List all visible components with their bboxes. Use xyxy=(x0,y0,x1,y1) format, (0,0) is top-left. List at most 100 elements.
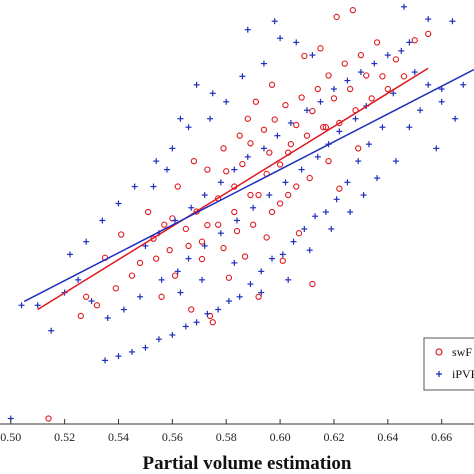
data-point-swf xyxy=(209,319,216,326)
data-point-swf xyxy=(144,208,152,216)
data-point-ipve xyxy=(250,204,257,211)
legend-label-ipve: iPVE xyxy=(452,367,474,381)
data-point-ipve xyxy=(314,153,321,160)
data-point-ipve xyxy=(115,353,122,360)
data-point-swf xyxy=(276,200,284,207)
data-point-swf xyxy=(225,274,233,281)
data-point-swf xyxy=(231,208,238,216)
legend-marker-swf xyxy=(435,348,443,356)
data-point-ipve xyxy=(328,225,335,232)
data-point-ipve xyxy=(266,192,273,199)
data-point-swf xyxy=(77,312,84,320)
data-point-ipve xyxy=(231,166,238,173)
data-point-ipve xyxy=(155,336,162,343)
data-point-ipve xyxy=(204,310,211,317)
data-point-ipve xyxy=(371,60,378,67)
data-point-swf xyxy=(247,140,254,147)
fit-lines xyxy=(23,67,474,311)
data-point-ipve xyxy=(169,145,176,152)
data-point-swf xyxy=(112,285,119,292)
data-point-ipve xyxy=(258,268,265,275)
data-point-swf xyxy=(301,52,308,60)
data-point-swf xyxy=(266,149,273,156)
data-point-swf xyxy=(136,259,144,267)
data-point-swf xyxy=(400,73,408,80)
data-point-ipve xyxy=(120,306,127,313)
data-point-ipve xyxy=(400,3,407,10)
data-point-swf xyxy=(198,255,206,263)
data-point-swf xyxy=(268,81,276,88)
data-point-ipve xyxy=(104,315,111,321)
data-point-ipve xyxy=(449,18,456,25)
data-point-swf xyxy=(188,306,195,313)
data-point-ipve xyxy=(460,81,467,88)
data-point-ipve xyxy=(433,145,440,152)
data-point-ipve xyxy=(234,217,240,224)
data-point-ipve xyxy=(258,289,265,296)
data-point-ipve xyxy=(293,39,300,46)
data-point-ipve xyxy=(336,128,343,135)
data-point-ipve xyxy=(188,204,195,211)
data-point-swf xyxy=(303,132,311,139)
data-point-ipve xyxy=(198,276,205,283)
data-point-swf xyxy=(384,85,391,93)
data-point-ipve xyxy=(244,26,251,33)
x-tick-label: 0.64 xyxy=(377,430,398,444)
data-point-ipve xyxy=(247,281,254,288)
data-point-ipve xyxy=(333,196,340,203)
data-point-swf xyxy=(268,208,276,216)
data-point-ipve xyxy=(406,39,413,46)
data-point-swf xyxy=(287,141,295,148)
data-point-swf xyxy=(271,116,278,123)
data-point-swf xyxy=(198,238,206,245)
data-point-ipve xyxy=(298,166,305,173)
data-point-swf xyxy=(153,255,160,262)
data-point-swf xyxy=(83,293,90,300)
data-point-ipve xyxy=(438,98,445,105)
data-point-swf xyxy=(252,98,260,105)
data-point-swf xyxy=(204,221,211,229)
data-point-swf xyxy=(293,183,300,190)
data-point-ipve xyxy=(201,242,208,249)
data-point-ipve xyxy=(236,293,243,300)
data-point-swf xyxy=(363,72,370,79)
data-point-ipve xyxy=(352,115,359,122)
data-point-swf xyxy=(255,191,262,199)
data-point-ipve xyxy=(398,47,405,54)
data-point-swf xyxy=(171,272,179,279)
data-point-swf xyxy=(204,166,211,173)
data-point-swf xyxy=(411,37,418,44)
data-point-ipve xyxy=(330,86,337,93)
data-point-ipve xyxy=(99,217,106,224)
data-point-ipve xyxy=(177,289,184,296)
data-point-swf xyxy=(247,191,254,199)
data-point-ipve xyxy=(425,81,432,88)
data-point-ipve xyxy=(379,124,386,131)
data-point-swf xyxy=(244,115,251,122)
data-point-swf xyxy=(355,145,362,152)
data-point-ipve xyxy=(301,225,308,232)
data-point-swf xyxy=(373,39,381,46)
data-point-ipve xyxy=(225,298,232,305)
data-point-ipve xyxy=(182,323,189,330)
data-point-ipve xyxy=(67,251,74,258)
data-point-ipve xyxy=(201,192,208,199)
data-point-ipve xyxy=(312,213,319,220)
data-point-ipve xyxy=(392,158,399,165)
data-point-ipve xyxy=(88,298,95,305)
x-tick-labels: 0.50 0.52 0.54 0.56 0.58 0.60 0.62 0.64 0.66 xyxy=(0,419,452,444)
data-point-swf xyxy=(349,7,356,14)
data-point-swf xyxy=(309,107,316,115)
data-point-ipve xyxy=(75,276,82,283)
data-point-ipve xyxy=(102,357,109,364)
data-point-ipve xyxy=(260,60,267,67)
data-point-swf xyxy=(317,45,324,52)
data-point-swf xyxy=(166,247,173,254)
data-point-ipve xyxy=(274,132,281,139)
data-point-ipve xyxy=(452,115,459,122)
data-point-swf xyxy=(255,293,262,300)
data-point-ipve xyxy=(260,145,267,152)
data-point-swf xyxy=(220,145,227,152)
data-point-swf xyxy=(182,225,189,233)
data-point-swf xyxy=(282,102,289,109)
